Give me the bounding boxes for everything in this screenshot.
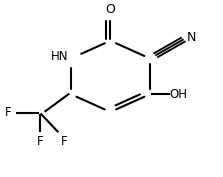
Text: HN: HN: [51, 50, 68, 63]
Text: F: F: [37, 135, 43, 148]
Text: N: N: [187, 31, 196, 44]
Text: F: F: [61, 135, 68, 148]
Text: OH: OH: [170, 88, 188, 101]
Text: O: O: [105, 4, 115, 16]
Text: F: F: [5, 106, 11, 119]
